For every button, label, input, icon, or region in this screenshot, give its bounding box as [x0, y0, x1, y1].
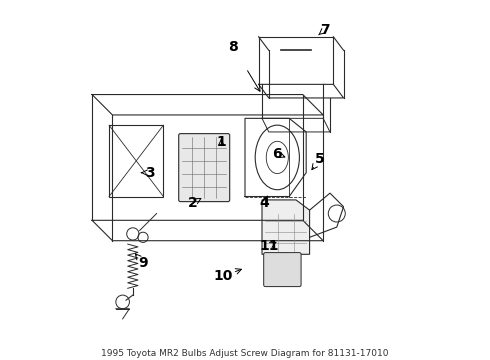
Text: 11: 11 [260, 239, 279, 253]
Text: 8: 8 [228, 40, 238, 54]
Text: 4: 4 [259, 196, 269, 210]
Text: 6: 6 [272, 147, 282, 161]
Text: 10: 10 [213, 269, 233, 283]
FancyBboxPatch shape [264, 253, 301, 287]
Text: 9: 9 [138, 256, 148, 270]
FancyBboxPatch shape [179, 134, 230, 202]
Polygon shape [262, 200, 310, 254]
Text: 7: 7 [319, 23, 329, 37]
Text: 5: 5 [315, 152, 325, 166]
Text: 3: 3 [145, 166, 155, 180]
Text: 1: 1 [216, 135, 226, 149]
Text: 2: 2 [188, 196, 197, 210]
Text: 1995 Toyota MR2 Bulbs Adjust Screw Diagram for 81131-17010: 1995 Toyota MR2 Bulbs Adjust Screw Diagr… [101, 350, 389, 359]
